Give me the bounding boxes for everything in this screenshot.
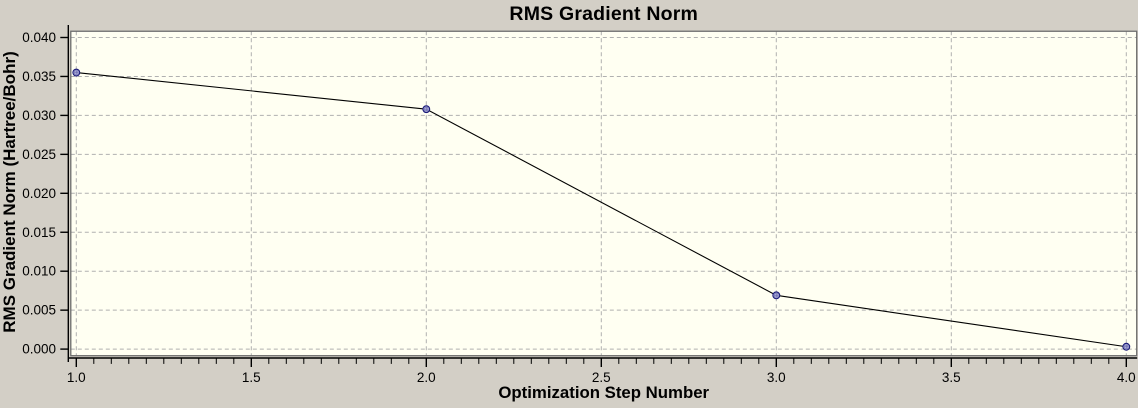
svg-text:0.010: 0.010 xyxy=(22,264,56,279)
svg-text:0.015: 0.015 xyxy=(22,225,56,240)
svg-text:0.030: 0.030 xyxy=(22,108,56,123)
svg-text:1.5: 1.5 xyxy=(242,370,261,385)
svg-text:3.0: 3.0 xyxy=(767,370,786,385)
svg-text:4.0: 4.0 xyxy=(1117,370,1136,385)
svg-text:0.000: 0.000 xyxy=(22,342,56,357)
svg-text:0.020: 0.020 xyxy=(22,186,56,201)
svg-text:3.5: 3.5 xyxy=(942,370,961,385)
svg-text:1.0: 1.0 xyxy=(67,370,86,385)
svg-text:0.035: 0.035 xyxy=(22,69,56,84)
svg-text:0.040: 0.040 xyxy=(22,30,56,45)
svg-text:0.025: 0.025 xyxy=(22,147,56,162)
svg-text:2.0: 2.0 xyxy=(417,370,436,385)
svg-text:2.5: 2.5 xyxy=(592,370,611,385)
svg-text:0.005: 0.005 xyxy=(22,303,56,318)
